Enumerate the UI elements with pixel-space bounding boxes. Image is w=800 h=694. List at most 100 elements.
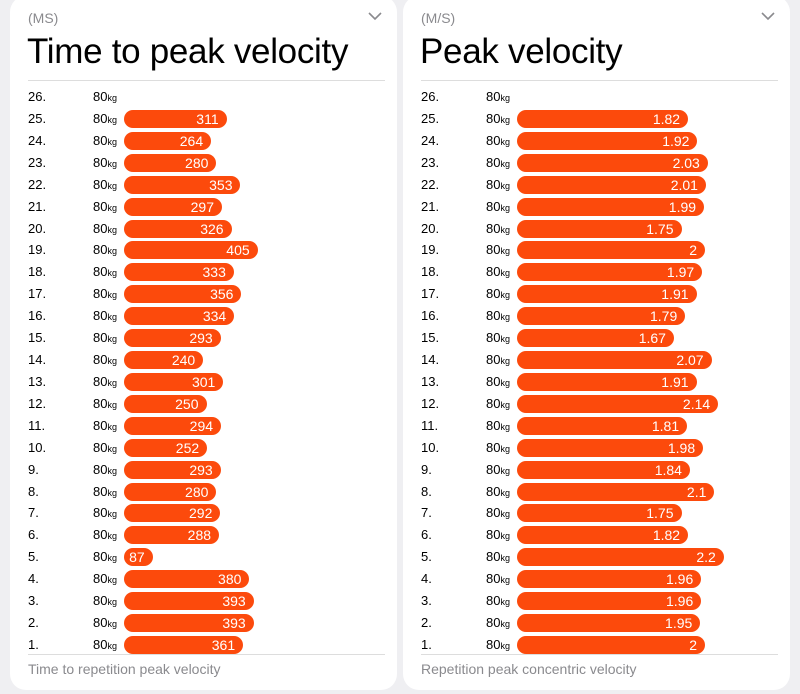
bar: 240 xyxy=(124,351,204,370)
bar: 2.03 xyxy=(517,153,708,172)
weight-value: 80 xyxy=(486,505,501,521)
rep-number: 3. xyxy=(421,593,432,609)
weight-value: 80 xyxy=(93,220,108,236)
rep-number: 13. xyxy=(421,373,440,389)
weight-unit: kg xyxy=(107,619,117,630)
weight-label: 80kg xyxy=(93,155,117,170)
bar: 326 xyxy=(124,219,232,238)
weight-unit: kg xyxy=(107,356,117,367)
rep-number: 8. xyxy=(28,483,39,499)
rep-number: 21. xyxy=(421,198,440,214)
bar: 294 xyxy=(124,416,222,435)
table-row: 19. 80kg 2 xyxy=(403,239,790,261)
table-row: 15. 80kg 293 xyxy=(10,327,397,349)
table-row: 18. 80kg 333 xyxy=(10,261,397,283)
weight-unit: kg xyxy=(500,487,510,498)
rep-number: 17. xyxy=(28,286,47,302)
weight-label: 80kg xyxy=(486,177,510,192)
weight-label: 80kg xyxy=(486,286,510,301)
rep-number: 23. xyxy=(28,154,47,170)
weight-value: 80 xyxy=(93,352,108,368)
weight-label: 80kg xyxy=(93,286,117,301)
bar: 1.97 xyxy=(517,263,703,282)
rep-number: 19. xyxy=(421,242,440,258)
table-row: 11. 80kg 1.81 xyxy=(403,415,790,437)
rep-number: 12. xyxy=(28,395,47,411)
weight-label: 80kg xyxy=(486,593,510,608)
weight-value: 80 xyxy=(486,154,501,170)
chevron-down-icon[interactable] xyxy=(760,8,776,24)
table-row: 24. 80kg 1.92 xyxy=(403,130,790,152)
weight-value: 80 xyxy=(486,571,501,587)
weight-unit: kg xyxy=(107,641,117,651)
rep-number: 6. xyxy=(421,527,432,543)
table-row: 7. 80kg 292 xyxy=(10,502,397,524)
weight-unit: kg xyxy=(500,246,510,257)
rep-number: 7. xyxy=(28,505,39,521)
weight-label: 80kg xyxy=(486,264,510,279)
weight-unit: kg xyxy=(107,136,117,147)
weight-value: 80 xyxy=(486,417,501,433)
rep-number: 25. xyxy=(421,110,440,126)
bar: 1.95 xyxy=(517,614,701,633)
weight-label: 80kg xyxy=(486,155,510,170)
chevron-down-icon[interactable] xyxy=(367,8,383,24)
bar: 1.96 xyxy=(517,592,702,611)
bar: 293 xyxy=(124,329,221,348)
weight-value: 80 xyxy=(93,264,108,280)
weight-value: 80 xyxy=(93,549,108,565)
weight-label: 80kg xyxy=(93,418,117,433)
rep-number: 11. xyxy=(28,417,46,433)
table-row: 12. 80kg 250 xyxy=(10,393,397,415)
weight-value: 80 xyxy=(93,505,108,521)
weight-unit: kg xyxy=(500,93,510,103)
table-row: 8. 80kg 280 xyxy=(10,481,397,503)
weight-value: 80 xyxy=(486,198,501,214)
bar: 2.07 xyxy=(517,351,712,370)
weight-label: 80kg xyxy=(93,637,117,652)
weight-label: 80kg xyxy=(93,396,117,411)
weight-value: 80 xyxy=(486,132,501,148)
weight-label: 80kg xyxy=(93,221,117,236)
bar: 293 xyxy=(124,460,221,479)
table-row: 26. 80kg xyxy=(403,86,790,108)
weight-label: 80kg xyxy=(93,440,117,455)
weight-unit: kg xyxy=(107,553,117,564)
weight-label: 80kg xyxy=(93,177,117,192)
weight-unit: kg xyxy=(107,224,117,235)
weight-label: 80kg xyxy=(486,440,510,455)
weight-label: 80kg xyxy=(486,637,510,652)
rep-number: 14. xyxy=(28,352,47,368)
weight-unit: kg xyxy=(500,509,510,520)
weight-value: 80 xyxy=(486,330,501,346)
bar: 1.92 xyxy=(517,131,698,150)
weight-unit: kg xyxy=(107,465,117,476)
table-row: 22. 80kg 2.01 xyxy=(403,174,790,196)
weight-value: 80 xyxy=(93,330,108,346)
weight-value: 80 xyxy=(93,176,108,192)
weight-value: 80 xyxy=(93,154,108,170)
table-row: 9. 80kg 1.84 xyxy=(403,459,790,481)
table-row: 16. 80kg 1.79 xyxy=(403,305,790,327)
bar: 252 xyxy=(124,438,208,457)
weight-value: 80 xyxy=(93,395,108,411)
rep-number: 21. xyxy=(28,198,47,214)
weight-unit: kg xyxy=(500,443,510,454)
weight-label: 80kg xyxy=(93,111,117,126)
bar: 393 xyxy=(124,592,254,611)
bar: 333 xyxy=(124,263,234,282)
table-row: 4. 80kg 380 xyxy=(10,568,397,590)
table-row: 10. 80kg 1.98 xyxy=(403,437,790,459)
table-row: 13. 80kg 301 xyxy=(10,371,397,393)
rep-number: 10. xyxy=(421,439,440,455)
bar: 1.91 xyxy=(517,372,697,391)
table-row: 13. 80kg 1.91 xyxy=(403,371,790,393)
rep-number: 14. xyxy=(421,352,440,368)
weight-label: 80kg xyxy=(93,264,117,279)
weight-unit: kg xyxy=(500,312,510,323)
rep-number: 7. xyxy=(421,505,432,521)
bar: 1.82 xyxy=(517,109,689,128)
weight-value: 80 xyxy=(93,439,108,455)
weight-value: 80 xyxy=(93,593,108,609)
weight-value: 80 xyxy=(93,527,108,543)
